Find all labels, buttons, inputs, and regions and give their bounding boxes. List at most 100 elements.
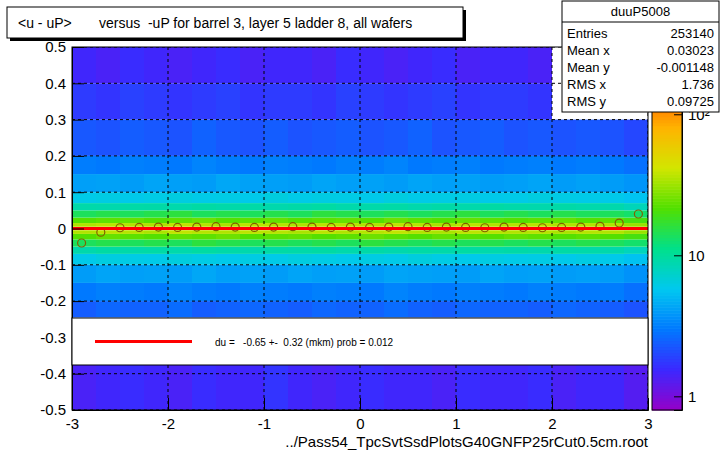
heatmap-cell bbox=[72, 120, 96, 156]
heatmap-cell bbox=[264, 120, 288, 156]
heatmap-cell bbox=[360, 234, 384, 239]
heatmap-cell bbox=[192, 192, 216, 203]
heatmap-cell bbox=[480, 301, 504, 317]
heatmap-cell bbox=[312, 156, 336, 174]
heatmap-cell bbox=[120, 156, 144, 174]
x-axis-tick: -1 bbox=[258, 398, 271, 432]
grid-line-y bbox=[72, 119, 648, 120]
heatmap-cell bbox=[408, 218, 432, 223]
heatmap-cell bbox=[336, 120, 360, 156]
heatmap-cell bbox=[456, 203, 480, 210]
heatmap-cell bbox=[576, 210, 600, 217]
y-axis-tick: 0.1 bbox=[45, 184, 84, 201]
heatmap-cell bbox=[456, 301, 480, 317]
heatmap-cell bbox=[264, 210, 288, 217]
x-axis-tick-label: 3 bbox=[644, 415, 652, 432]
heatmap-cell bbox=[240, 239, 264, 246]
heatmap-cell bbox=[600, 203, 624, 210]
heatmap-cell bbox=[360, 254, 384, 265]
heatmap-cell bbox=[384, 120, 408, 156]
heatmap-cell bbox=[384, 239, 408, 246]
heatmap-cell bbox=[552, 192, 576, 203]
heatmap-cell bbox=[288, 203, 312, 210]
background bbox=[0, 0, 721, 455]
heatmap-cell bbox=[264, 265, 288, 283]
y-axis-tick: 0.4 bbox=[45, 75, 84, 92]
x-axis-tick-label: 2 bbox=[548, 415, 556, 432]
color-axis-tick-label: 10 bbox=[688, 247, 705, 264]
grid-line-y bbox=[72, 264, 648, 265]
heatmap-cell bbox=[96, 192, 120, 203]
heatmap-cell bbox=[456, 192, 480, 203]
heatmap-cell bbox=[312, 83, 336, 119]
heatmap-cell bbox=[624, 192, 648, 203]
heatmap-cell bbox=[192, 239, 216, 246]
heatmap-cell bbox=[264, 174, 288, 192]
heatmap-cell bbox=[288, 47, 312, 83]
heatmap-cell bbox=[624, 210, 648, 217]
y-axis-tick: -0.2 bbox=[40, 292, 84, 309]
x-axis-tick-label: -2 bbox=[162, 415, 175, 432]
heatmap-cell bbox=[624, 230, 648, 234]
heatmap-cell bbox=[192, 210, 216, 217]
color-axis-tick-mark bbox=[674, 255, 682, 256]
color-axis-tick-label: 1 bbox=[688, 388, 696, 405]
heatmap-cell bbox=[168, 47, 192, 83]
heatmap-cell bbox=[312, 210, 336, 217]
heatmap-cell bbox=[144, 359, 168, 410]
heatmap-cell bbox=[96, 283, 120, 301]
heatmap-cell bbox=[96, 47, 120, 83]
x-axis-tick-mark bbox=[648, 398, 649, 410]
heatmap-cell bbox=[480, 254, 504, 265]
grid-line-y bbox=[72, 192, 648, 193]
heatmap-cell bbox=[72, 247, 96, 254]
heatmap-cell bbox=[312, 239, 336, 246]
heatmap-cell bbox=[552, 283, 576, 301]
heatmap-cell bbox=[288, 239, 312, 246]
heatmap-cell bbox=[384, 47, 408, 83]
heatmap-cell bbox=[192, 359, 216, 410]
grid-line-y bbox=[72, 155, 648, 156]
heatmap-cell bbox=[288, 210, 312, 217]
x-axis-tick: 0 bbox=[356, 398, 364, 432]
heatmap-cell bbox=[576, 254, 600, 265]
heatmap-cell bbox=[408, 83, 432, 119]
heatmap-cell bbox=[144, 210, 168, 217]
heatmap-cell bbox=[432, 247, 456, 254]
heatmap-cell bbox=[72, 210, 96, 217]
heatmap-cell bbox=[312, 301, 336, 317]
heatmap-cell bbox=[456, 156, 480, 174]
y-axis-tick-label: -0.4 bbox=[40, 365, 66, 382]
heatmap-cell bbox=[600, 218, 624, 223]
x-axis-tick: 1 bbox=[452, 398, 460, 432]
heatmap-cell bbox=[264, 192, 288, 203]
heatmap-cell bbox=[168, 283, 192, 301]
heatmap-cell bbox=[120, 203, 144, 210]
heatmap-cell bbox=[216, 174, 240, 192]
heatmap-cell bbox=[408, 174, 432, 192]
heatmap-cell bbox=[624, 174, 648, 192]
heatmap-cell bbox=[624, 234, 648, 239]
heatmap-cell bbox=[120, 174, 144, 192]
heatmap-cell bbox=[72, 203, 96, 210]
color-axis-tick-mark bbox=[674, 114, 682, 115]
heatmap-cell bbox=[576, 218, 600, 223]
heatmap-cell bbox=[360, 156, 384, 174]
heatmap-cell bbox=[360, 210, 384, 217]
heatmap-cell bbox=[456, 234, 480, 239]
heatmap-cell bbox=[360, 239, 384, 246]
heatmap-cell bbox=[312, 47, 336, 83]
heatmap-cell bbox=[408, 265, 432, 283]
heatmap-cell bbox=[528, 301, 552, 317]
grid-line-y bbox=[72, 301, 648, 302]
heatmap-cell bbox=[264, 234, 288, 239]
heatmap-cell bbox=[432, 283, 456, 301]
heatmap-cell bbox=[96, 156, 120, 174]
heatmap-cell bbox=[600, 359, 624, 410]
heatmap-cell bbox=[336, 301, 360, 317]
heatmap-cell bbox=[408, 254, 432, 265]
heatmap-cell bbox=[192, 283, 216, 301]
heatmap-cell bbox=[240, 120, 264, 156]
y-axis-tick-label: -0.3 bbox=[40, 329, 66, 346]
heatmap-cell bbox=[72, 230, 96, 234]
